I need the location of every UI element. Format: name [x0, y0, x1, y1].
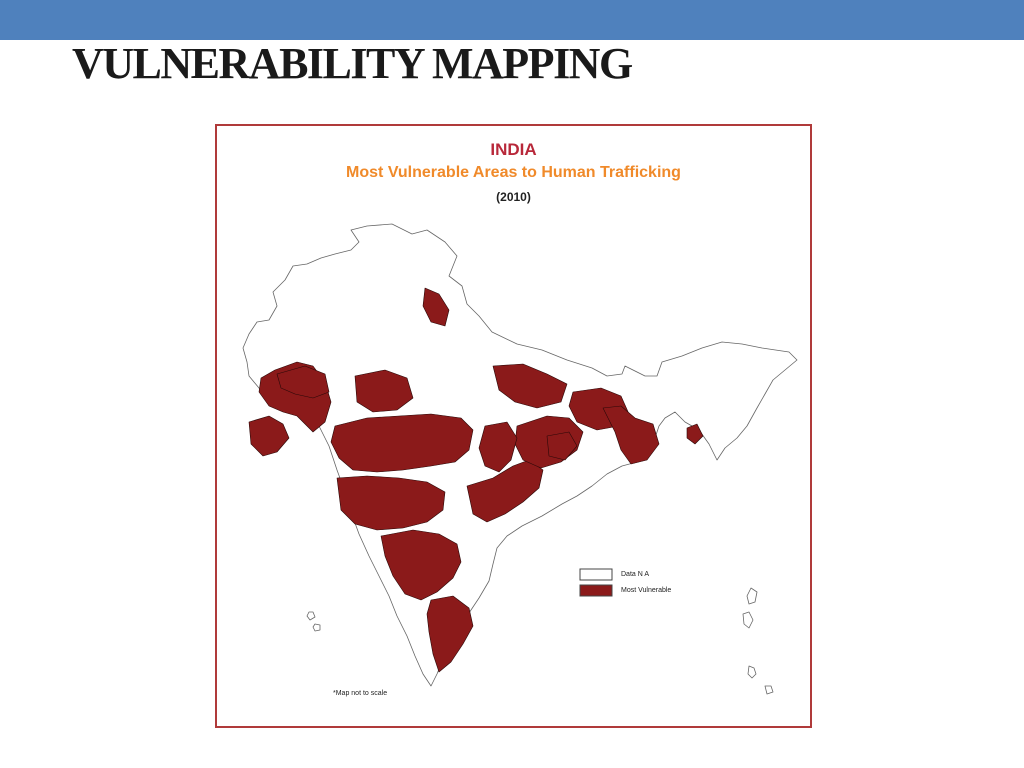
- top-accent-bar: [0, 0, 1024, 40]
- andaman-island: [742, 611, 754, 629]
- nicobar-island: [764, 685, 774, 695]
- nicobar-island: [747, 665, 757, 679]
- map-subtitle: Most Vulnerable Areas to Human Trafficki…: [346, 164, 681, 181]
- vulnerable-region-jharkhand: [546, 431, 578, 461]
- vulnerable-region-rajasthan-west: [276, 365, 330, 399]
- map-footnote: *Map not to scale: [333, 690, 388, 697]
- vulnerable-region-maharashtra: [336, 475, 446, 531]
- lakshadweep-island: [306, 611, 316, 621]
- india-mainland-outline: [242, 223, 798, 687]
- vulnerable-region-mp-central: [330, 413, 474, 473]
- andaman-island: [746, 587, 758, 605]
- vulnerable-region-west-bengal: [602, 405, 660, 465]
- legend-label-data-na: Data N A: [621, 571, 650, 578]
- vulnerable-region-punjab: [422, 287, 450, 327]
- legend-swatch-most-vulnerable: [579, 584, 613, 597]
- legend-label-most-vulnerable: Most Vulnerable: [621, 587, 672, 594]
- map-year: (2010): [496, 190, 531, 204]
- vulnerable-region-up-east: [492, 363, 568, 409]
- lakshadweep-island: [312, 623, 321, 632]
- vulnerable-region-chhattisgarh: [478, 421, 518, 473]
- map-frame: INDIA Most Vulnerable Areas to Human Tra…: [215, 124, 812, 728]
- vulnerable-region-karnataka: [380, 529, 462, 601]
- india-map: [242, 223, 798, 695]
- slide-title: VULNERABILITY MAPPING: [72, 39, 633, 88]
- legend-swatch-data-na: [579, 568, 613, 581]
- vulnerable-region-tripura: [686, 423, 704, 445]
- vulnerable-region-kutch: [248, 415, 290, 457]
- map-country-title: INDIA: [490, 140, 537, 159]
- vulnerable-region-tamil-nadu: [426, 595, 474, 673]
- vulnerable-region-andhra: [466, 459, 544, 523]
- vulnerable-region-rajasthan-east: [354, 369, 414, 413]
